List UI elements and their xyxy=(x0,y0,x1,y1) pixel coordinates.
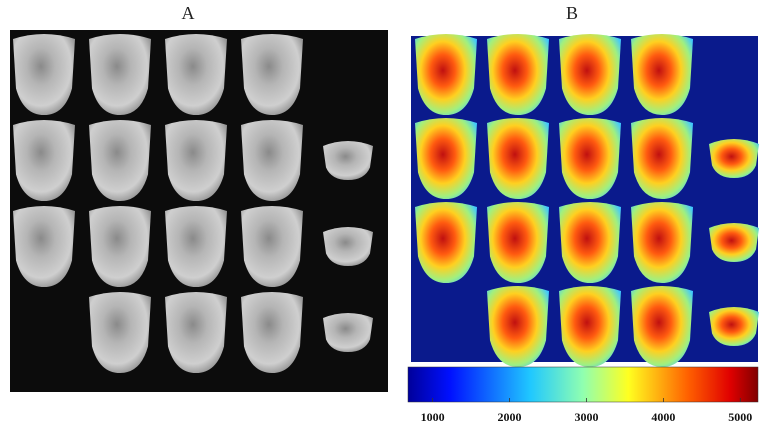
slice xyxy=(241,292,303,373)
slice xyxy=(631,34,693,115)
slice xyxy=(709,139,759,178)
slice xyxy=(165,120,227,201)
colorbar-tick-label: 1000 xyxy=(421,410,445,424)
panel-label: B xyxy=(566,3,578,23)
slice xyxy=(323,227,373,266)
slice xyxy=(165,292,227,373)
slice xyxy=(631,202,693,283)
slice xyxy=(241,120,303,201)
slice xyxy=(89,34,151,115)
slice xyxy=(89,120,151,201)
slice xyxy=(323,313,373,352)
slice xyxy=(13,120,75,201)
colorbar-tick-label: 3000 xyxy=(574,410,598,424)
slice xyxy=(559,34,621,115)
slice xyxy=(13,206,75,287)
slices-b xyxy=(415,34,759,367)
slice xyxy=(559,118,621,199)
slice xyxy=(165,34,227,115)
colorbar-tick-label: 4000 xyxy=(651,410,675,424)
colorbar-ticks: 1000 2000 3000 4000 5000 xyxy=(421,398,752,424)
slice xyxy=(631,118,693,199)
colorbar-tick-label: 2000 xyxy=(498,410,522,424)
slice xyxy=(487,202,549,283)
slice xyxy=(89,206,151,287)
slice xyxy=(709,223,759,262)
slices-a xyxy=(13,34,373,373)
slice xyxy=(559,286,621,367)
slice xyxy=(165,206,227,287)
slice xyxy=(487,34,549,115)
slice xyxy=(13,34,75,115)
slice xyxy=(487,118,549,199)
slice xyxy=(89,292,151,373)
slice xyxy=(709,307,759,346)
colorbar-tick-label: 5000 xyxy=(728,410,752,424)
slice xyxy=(415,202,477,283)
slice xyxy=(559,202,621,283)
slice xyxy=(415,118,477,199)
slice xyxy=(415,34,477,115)
colorbar xyxy=(407,366,759,403)
slice xyxy=(241,206,303,287)
slice xyxy=(487,286,549,367)
slice xyxy=(323,141,373,180)
panel-label: A xyxy=(182,3,195,23)
slice xyxy=(631,286,693,367)
slice xyxy=(241,34,303,115)
